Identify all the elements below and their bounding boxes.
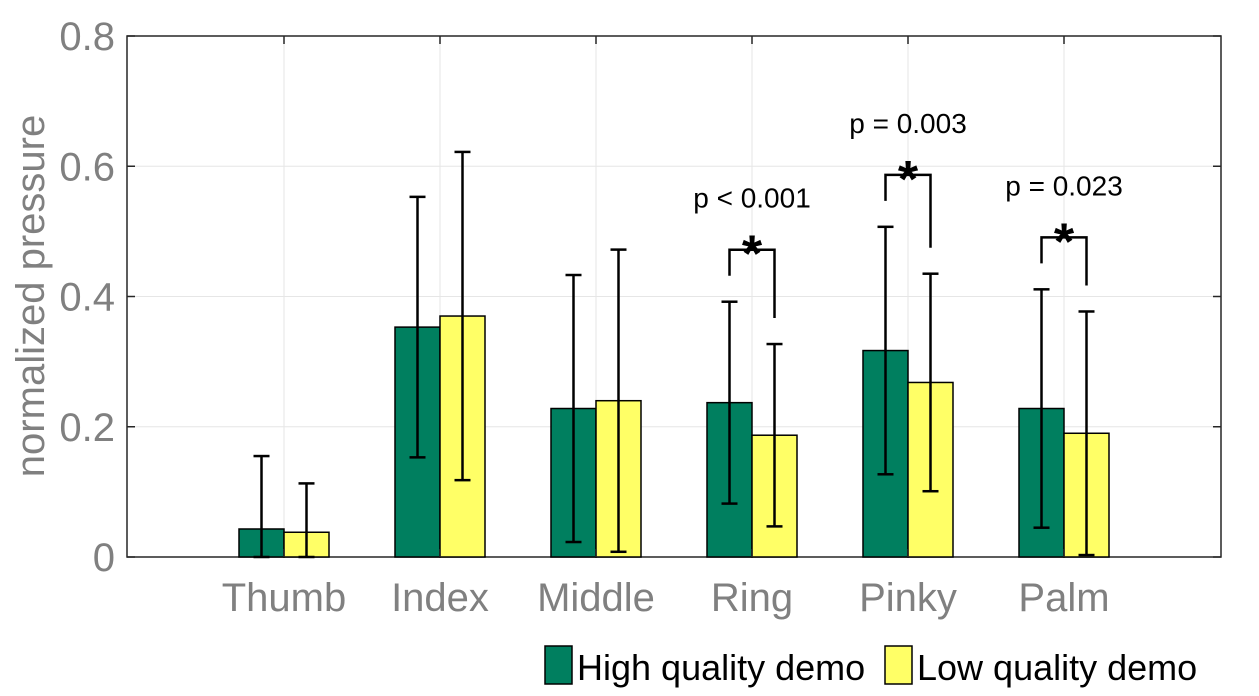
significance-bracket — [884, 173, 932, 248]
error-bar-middle-high-quality — [565, 273, 582, 544]
x-tick-label-ring: Ring — [711, 576, 793, 620]
significance-bracket — [728, 248, 776, 319]
error-bar-palm-low-quality — [1078, 310, 1095, 557]
significance-star: * — [1054, 213, 1075, 271]
error-bar-index-high-quality — [409, 195, 426, 459]
significance-annotations: * p < 0.001 * p = 0.003 * p = 0.023 — [693, 108, 1123, 319]
y-tick-label: 0.6 — [59, 145, 115, 189]
x-tick-label-middle: Middle — [537, 576, 655, 620]
y-axis-ticks: 0 0.2 0.4 0.6 0.8 — [59, 15, 1221, 580]
significance-star: * — [898, 151, 919, 209]
y-tick-label: 0.4 — [59, 276, 115, 320]
error-bar-palm-high-quality — [1033, 288, 1050, 529]
error-bar-ring-high-quality — [721, 300, 738, 505]
y-tick-label: 0 — [93, 536, 115, 580]
legend-label-low-quality: Low quality demo — [917, 647, 1197, 688]
error-bar-ring-low-quality — [766, 342, 783, 528]
bars — [238, 315, 1110, 558]
significance-palm: * p = 0.023 — [1005, 170, 1123, 286]
error-bars — [253, 150, 1095, 559]
error-bar-index-low-quality — [454, 150, 471, 482]
x-tick-label-palm: Palm — [1018, 576, 1109, 620]
legend: High quality demo Low quality demo — [544, 645, 1197, 688]
legend-swatch-low-quality — [884, 645, 913, 685]
p-value-label: p = 0.023 — [1005, 170, 1123, 201]
y-axis-label: normalized pressure — [9, 115, 53, 477]
error-bar-middle-low-quality — [610, 248, 627, 554]
legend-swatch-high-quality — [544, 645, 573, 685]
significance-star: * — [742, 226, 763, 284]
x-tick-label-index: Index — [391, 576, 489, 620]
p-value-label: p = 0.003 — [849, 108, 967, 139]
error-bar-pinky-low-quality — [922, 272, 939, 493]
significance-pinky: * p = 0.003 — [849, 108, 967, 248]
error-bar-pinky-high-quality — [877, 225, 894, 476]
p-value-label: p < 0.001 — [693, 183, 811, 214]
y-tick-label: 0.8 — [59, 15, 115, 59]
significance-ring: * p < 0.001 — [693, 183, 811, 319]
y-tick-label: 0.2 — [59, 406, 115, 450]
error-bar-thumb-high-quality — [253, 454, 270, 559]
x-axis-ticks: Thumb Index Middle Ring Pinky Palm — [222, 36, 1110, 620]
x-tick-label-thumb: Thumb — [222, 576, 347, 620]
legend-label-high-quality: High quality demo — [577, 647, 865, 688]
significance-bracket — [1040, 236, 1088, 286]
error-bar-thumb-low-quality — [298, 482, 315, 559]
x-tick-label-pinky: Pinky — [859, 576, 957, 620]
